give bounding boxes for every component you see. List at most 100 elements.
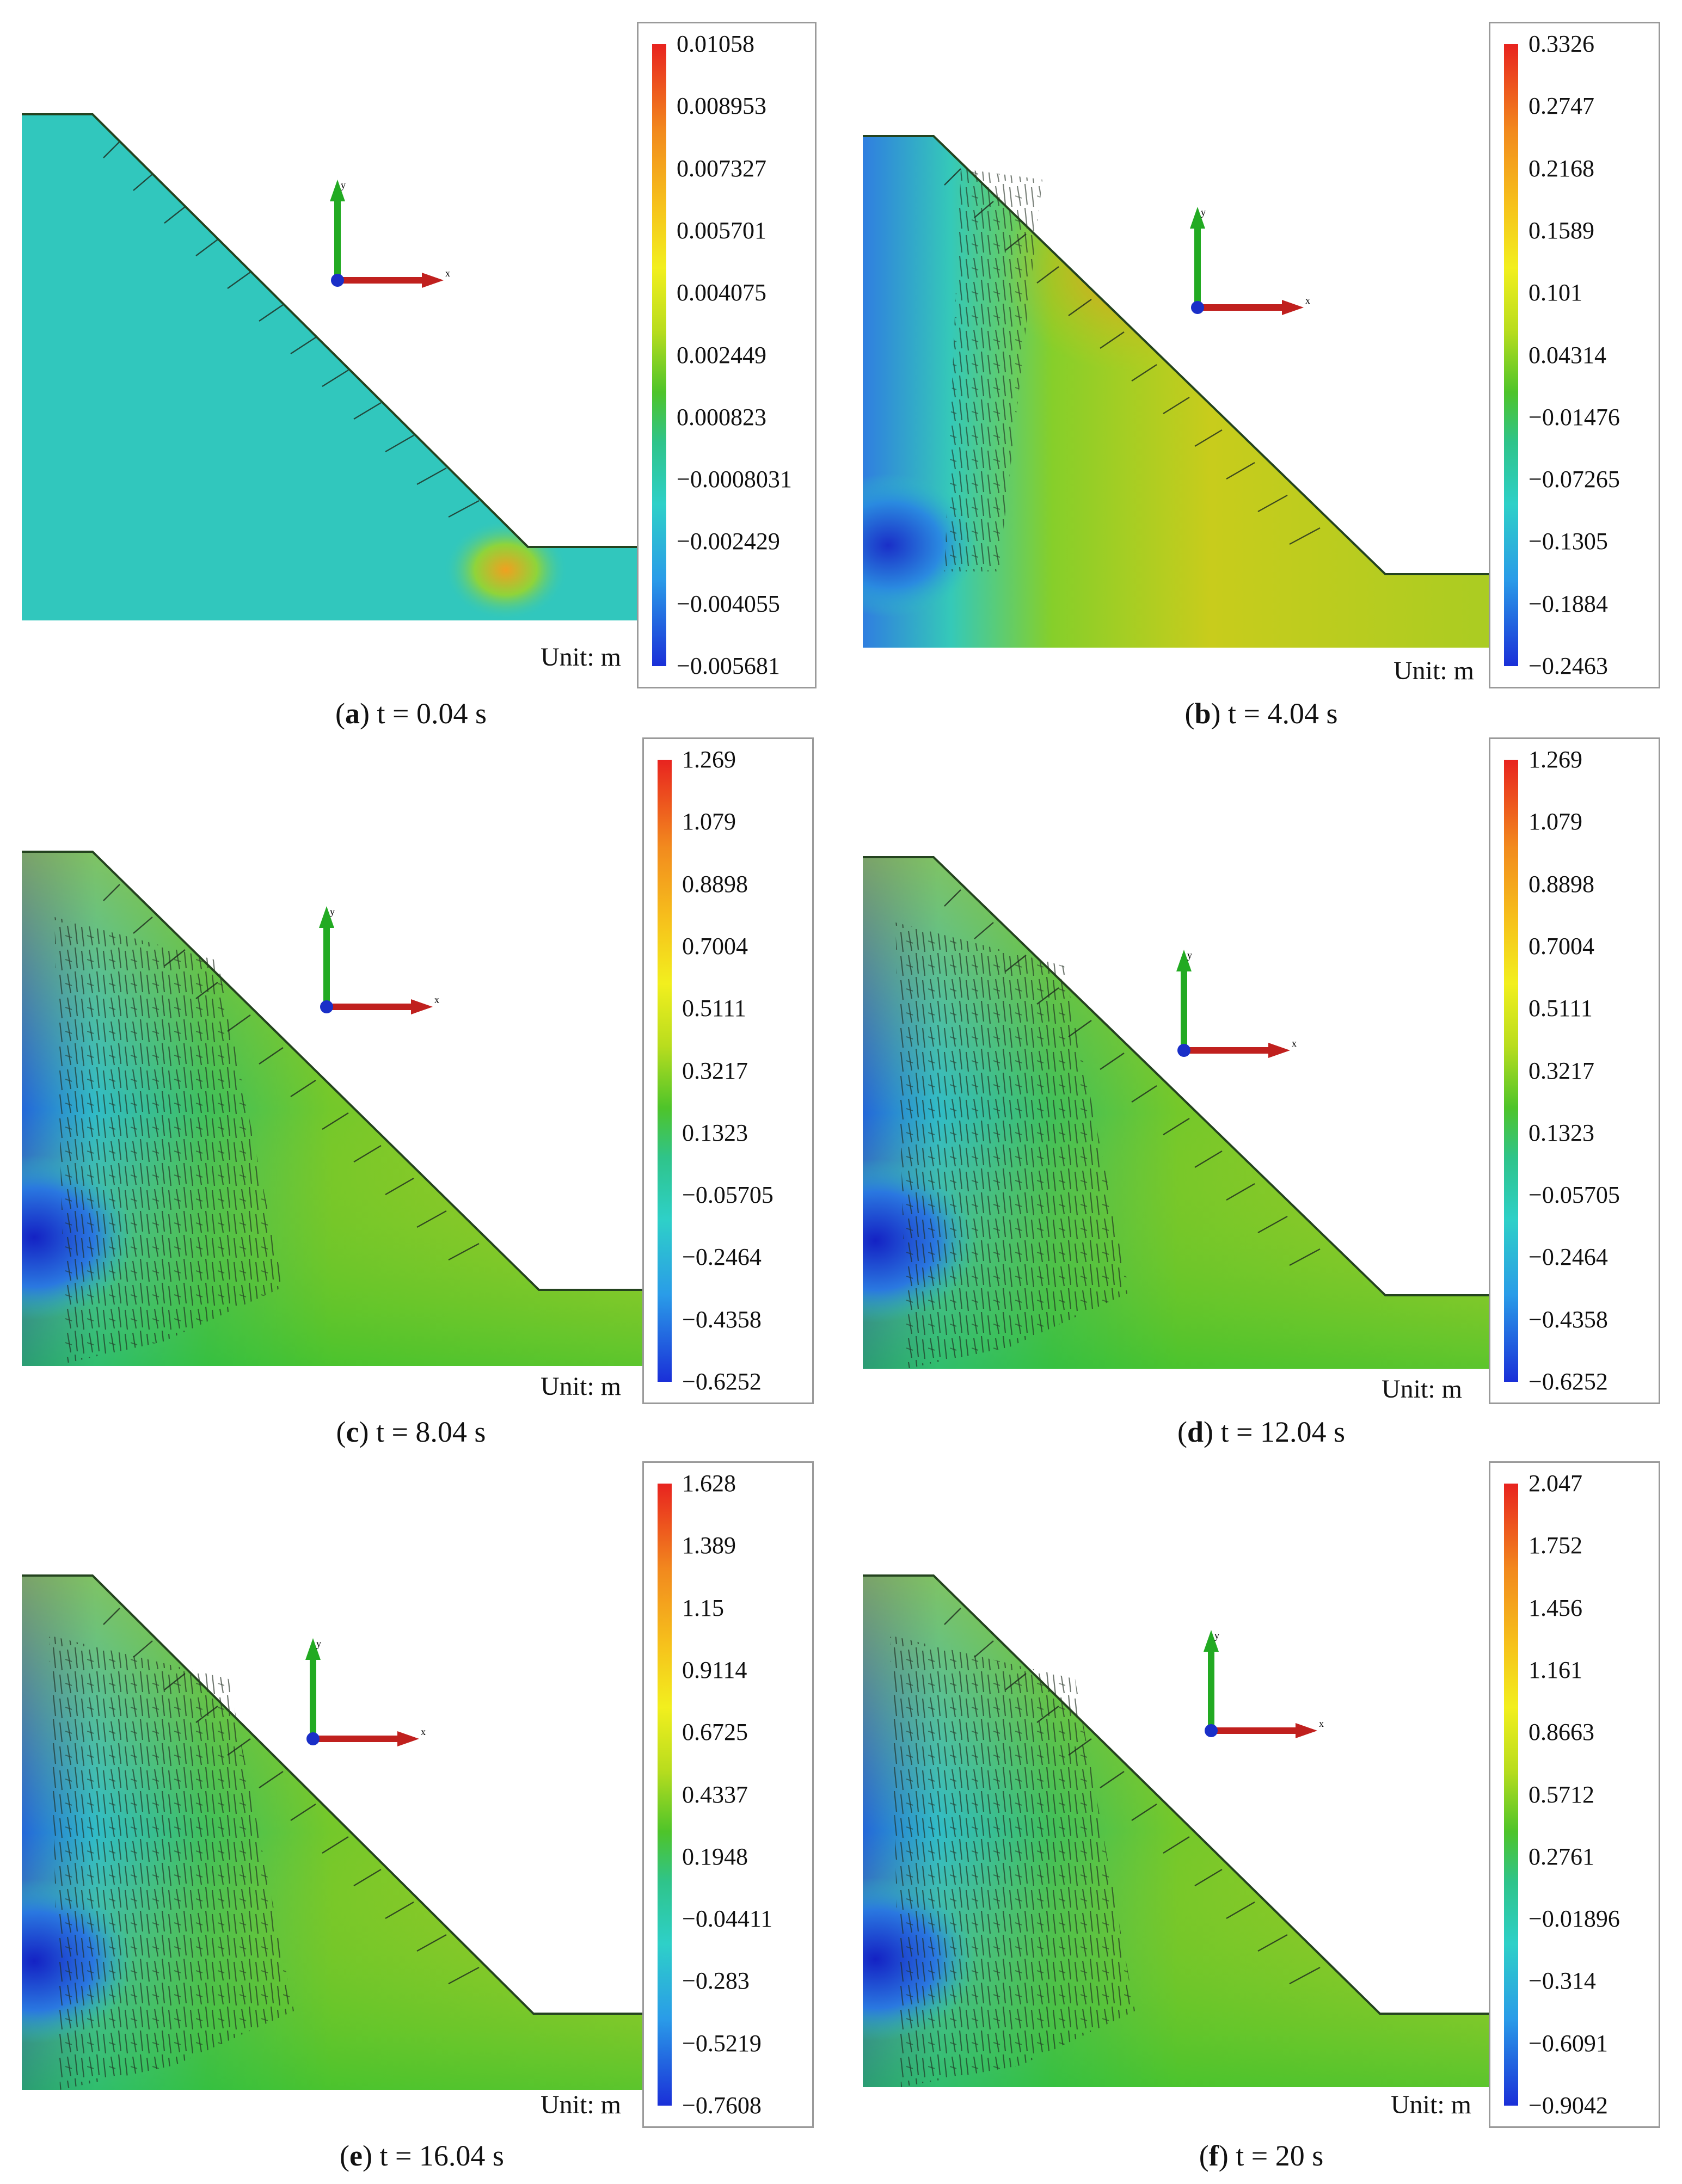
legend-tick-f-9: −0.6091 xyxy=(1528,2029,1608,2057)
caption-time-d: t = 12.04 s xyxy=(1220,1416,1345,1448)
legend-tick-a-10: −0.005681 xyxy=(677,653,780,679)
legend-tick-e-9: −0.5219 xyxy=(682,2029,762,2057)
legend-tick-e-1: 1.389 xyxy=(682,1532,736,1559)
legend-tick-b-1: 0.2747 xyxy=(1528,93,1594,120)
legend-tick-e-8: −0.283 xyxy=(682,1967,750,1995)
mesh-deformation-d xyxy=(895,922,1129,1369)
legend-tick-f-2: 1.456 xyxy=(1528,1594,1582,1621)
axis-triad-a: y x xyxy=(330,180,450,288)
caption-time-c: t = 8.04 s xyxy=(376,1416,486,1448)
legend-tick-c-9: −0.4358 xyxy=(682,1306,762,1333)
legend-tick-b-2: 0.2168 xyxy=(1528,155,1594,182)
legend-tick-f-3: 1.161 xyxy=(1528,1656,1582,1683)
legend-tick-a-3: 0.005701 xyxy=(677,217,766,244)
mesh-deformation-b xyxy=(944,169,1042,571)
caption-f: (f) t = 20 s xyxy=(1199,2139,1324,2172)
legend-tick-f-7: −0.01896 xyxy=(1528,1905,1620,1933)
legend-tick-a-8: −0.002429 xyxy=(677,528,780,555)
mesh-deformation-c xyxy=(54,917,283,1363)
caption-b: (b) t = 4.04 s xyxy=(1184,697,1338,730)
mesh-deformation-e xyxy=(49,1635,294,2090)
unit-label-c: Unit: m xyxy=(541,1372,622,1401)
contour-plot-d xyxy=(863,856,1494,1369)
unit-label-a: Unit: m xyxy=(541,643,622,672)
slope-anchor-lines-a xyxy=(103,141,480,518)
legend-tick-d-5: 0.3217 xyxy=(1528,1057,1594,1084)
colorbar-a xyxy=(652,44,666,666)
caption-letter-e: e xyxy=(349,2139,363,2172)
mesh-deformation-f xyxy=(890,1635,1135,2087)
caption-time-a: t = 0.04 s xyxy=(377,697,487,730)
contour-plot-a xyxy=(22,113,642,620)
legend-tick-f-1: 1.752 xyxy=(1528,1532,1582,1559)
legend-tick-c-8: −0.2464 xyxy=(682,1244,762,1271)
caption-letter-f: f xyxy=(1208,2139,1219,2172)
legend-tick-d-8: −0.2464 xyxy=(1528,1244,1608,1271)
legend-tick-d-0: 1.269 xyxy=(1528,746,1582,773)
legend-tick-d-1: 1.079 xyxy=(1528,808,1582,835)
legend-tick-c-7: −0.05705 xyxy=(682,1182,774,1209)
contour-plot-b xyxy=(863,135,1494,648)
contour-plot-f xyxy=(863,1574,1494,2087)
legend-tick-b-6: −0.01476 xyxy=(1528,403,1620,430)
legend-tick-c-2: 0.8898 xyxy=(682,870,748,897)
legend-tick-d-3: 0.7004 xyxy=(1528,932,1594,959)
slope-anchor-lines-e xyxy=(103,1608,480,1985)
legend-tick-c-3: 0.7004 xyxy=(682,932,748,959)
slope-anchor-lines-f xyxy=(944,1608,1321,1985)
legend-tick-c-4: 0.5111 xyxy=(682,995,746,1022)
legend-tick-f-4: 0.8663 xyxy=(1528,1719,1594,1746)
legend-tick-b-0: 0.3326 xyxy=(1528,30,1594,57)
legend-tick-a-0: 0.01058 xyxy=(677,30,754,57)
unit-label-e: Unit: m xyxy=(541,2090,622,2119)
contour-plot-e xyxy=(22,1574,642,2090)
axis-x-label-e: x xyxy=(421,1726,426,1737)
legend-tick-e-2: 1.15 xyxy=(682,1594,724,1621)
axis-triad-f: y x xyxy=(1204,1630,1324,1738)
axis-y-label-d: y xyxy=(1187,950,1192,961)
legend-tick-e-10: −0.7608 xyxy=(682,2092,762,2119)
caption-letter-c: c xyxy=(346,1416,359,1448)
axis-y-label-f: y xyxy=(1214,1630,1219,1641)
legend-tick-c-10: −0.6252 xyxy=(682,1368,762,1395)
legend-tick-b-10: −0.2463 xyxy=(1528,653,1608,679)
legend-tick-a-4: 0.004075 xyxy=(677,279,766,306)
axis-y-label-c: y xyxy=(330,906,335,917)
color-legend-f: 2.047 1.752 1.456 1.161 0.8663 0.5712 0.2761 −0… xyxy=(1489,1461,1660,2128)
axis-x-label-f: x xyxy=(1319,1718,1324,1729)
color-legend-c: 1.269 1.079 0.8898 0.7004 0.5111 0.3217 0.1323… xyxy=(642,737,814,1404)
slope-anchor-lines-d xyxy=(944,889,1321,1266)
legend-tick-f-10: −0.9042 xyxy=(1528,2092,1608,2119)
legend-tick-e-0: 1.628 xyxy=(682,1470,736,1497)
legend-tick-f-0: 2.047 xyxy=(1528,1470,1582,1497)
caption-d: (d) t = 12.04 s xyxy=(1177,1416,1345,1448)
legend-tick-f-8: −0.314 xyxy=(1528,1967,1596,1995)
color-legend-d: 1.269 1.079 0.8898 0.7004 0.5111 0.3217 0.1323… xyxy=(1489,737,1660,1404)
color-legend-b: 0.3326 0.2747 0.2168 0.1589 0.101 0.04314 −0.0… xyxy=(1489,22,1660,688)
legend-tick-a-5: 0.002449 xyxy=(677,341,766,368)
slope-anchor-lines-b xyxy=(944,168,1321,545)
legend-tick-e-6: 0.1948 xyxy=(682,1843,748,1870)
panel-c: y x 1.269 1.079 0.8898 0.7004 0.5111 0.3217 0.… xyxy=(0,724,841,1448)
caption-c: (c) t = 8.04 s xyxy=(336,1416,486,1448)
colorbar-d xyxy=(1504,760,1518,1382)
legend-tick-a-6: 0.000823 xyxy=(677,403,766,430)
legend-tick-d-6: 0.1323 xyxy=(1528,1119,1594,1146)
caption-e: (e) t = 16.04 s xyxy=(340,2139,504,2172)
panel-f: y x 2.047 1.752 1.456 1.161 0.8663 0.5712 0.27… xyxy=(841,1448,1682,2184)
colorbar-e xyxy=(658,1484,672,2106)
axis-triad-e: y x xyxy=(305,1638,426,1746)
panel-b: y x 0.3326 0.2747 0.2168 0.1589 0.101 0.04314… xyxy=(841,0,1682,730)
axis-y-label-a: y xyxy=(341,180,346,190)
legend-tick-d-9: −0.4358 xyxy=(1528,1306,1608,1333)
axis-y-label-e: y xyxy=(316,1638,321,1649)
panel-e: y x 1.628 1.389 1.15 0.9114 0.6725 0.4337 0.19… xyxy=(0,1448,841,2184)
legend-tick-a-1: 0.008953 xyxy=(677,93,766,120)
legend-tick-a-7: −0.0008031 xyxy=(677,466,792,493)
color-legend-e: 1.628 1.389 1.15 0.9114 0.6725 0.4337 0.1948 −0… xyxy=(642,1461,814,2128)
legend-tick-c-1: 1.079 xyxy=(682,808,736,835)
axis-triad-d: y x xyxy=(1176,950,1297,1058)
caption-letter-b: b xyxy=(1194,697,1211,730)
legend-tick-e-5: 0.4337 xyxy=(682,1781,748,1808)
legend-tick-b-5: 0.04314 xyxy=(1528,341,1606,368)
